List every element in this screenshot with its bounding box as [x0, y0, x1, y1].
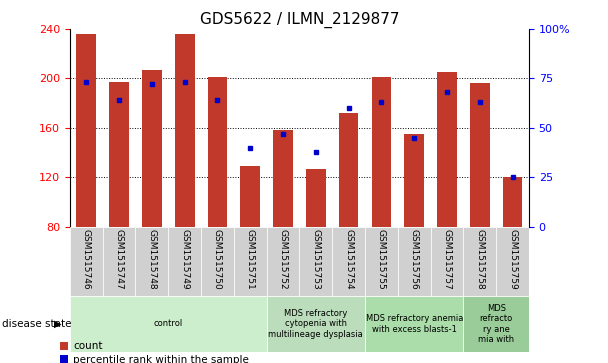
Bar — [503, 178, 522, 227]
Bar — [437, 72, 457, 227]
Text: ▶: ▶ — [54, 319, 61, 329]
Title: GDS5622 / ILMN_2129877: GDS5622 / ILMN_2129877 — [199, 12, 399, 28]
Text: GSM1515758: GSM1515758 — [475, 229, 485, 290]
Bar — [470, 83, 489, 227]
Text: GSM1515750: GSM1515750 — [213, 229, 222, 290]
Bar — [103, 227, 136, 296]
Bar — [339, 113, 359, 227]
Legend: count, percentile rank within the sample: count, percentile rank within the sample — [60, 342, 249, 363]
Text: GSM1515755: GSM1515755 — [377, 229, 386, 290]
Bar — [207, 77, 227, 227]
Text: GSM1515757: GSM1515757 — [443, 229, 452, 290]
Bar — [332, 227, 365, 296]
Bar — [77, 34, 96, 227]
Bar — [240, 166, 260, 227]
Bar — [168, 227, 201, 296]
Bar — [267, 296, 365, 352]
Text: MDS refractory anemia
with excess blasts-1: MDS refractory anemia with excess blasts… — [365, 314, 463, 334]
Bar — [496, 227, 529, 296]
Bar — [365, 227, 398, 296]
Bar — [273, 130, 293, 227]
Text: MDS
refracto
ry ane
mia with: MDS refracto ry ane mia with — [478, 304, 514, 344]
Text: GSM1515752: GSM1515752 — [278, 229, 288, 290]
Bar — [365, 296, 463, 352]
Text: GSM1515746: GSM1515746 — [82, 229, 91, 290]
Text: GSM1515754: GSM1515754 — [344, 229, 353, 290]
Text: MDS refractory
cytopenia with
multilineage dysplasia: MDS refractory cytopenia with multilinea… — [269, 309, 363, 339]
Bar — [136, 227, 168, 296]
Text: GSM1515759: GSM1515759 — [508, 229, 517, 290]
Bar — [306, 169, 326, 227]
Bar — [201, 227, 234, 296]
Text: GSM1515753: GSM1515753 — [311, 229, 320, 290]
Text: GSM1515748: GSM1515748 — [147, 229, 156, 290]
Bar — [398, 227, 430, 296]
Bar — [463, 296, 529, 352]
Text: GSM1515747: GSM1515747 — [114, 229, 123, 290]
Bar — [463, 227, 496, 296]
Text: GSM1515756: GSM1515756 — [410, 229, 419, 290]
Bar — [70, 296, 267, 352]
Bar — [267, 227, 300, 296]
Bar — [404, 134, 424, 227]
Text: GSM1515749: GSM1515749 — [180, 229, 189, 290]
Text: disease state: disease state — [2, 319, 71, 329]
Text: GSM1515751: GSM1515751 — [246, 229, 255, 290]
Text: control: control — [154, 319, 183, 329]
Bar — [371, 77, 392, 227]
Bar — [142, 70, 162, 227]
Bar — [430, 227, 463, 296]
Bar — [109, 82, 129, 227]
Bar — [234, 227, 267, 296]
Bar — [175, 34, 195, 227]
Bar — [300, 227, 332, 296]
Bar — [70, 227, 103, 296]
